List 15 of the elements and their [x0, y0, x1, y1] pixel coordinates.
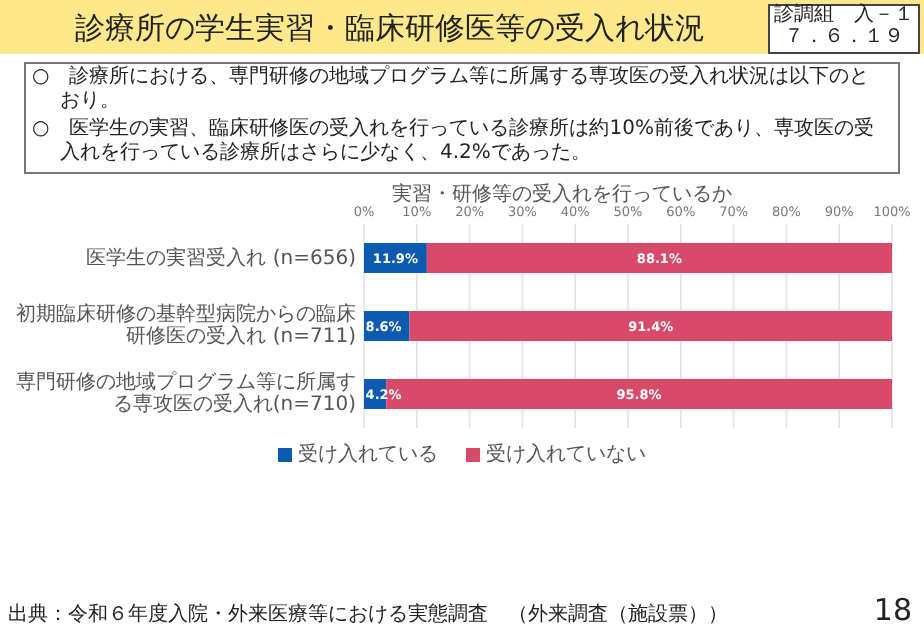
chart-title: 実習・研修等の受入れを行っているか: [392, 184, 732, 206]
text: ７．６．１９: [782, 26, 906, 48]
y-tick-label: 専門研修の地域プログラム等に所属する専攻医の受入れ(n=710): [14, 370, 356, 418]
y-tick-label: 医学生の実習受入れ (n=656): [84, 245, 356, 273]
source-note: 出典：令和６年度入院・外来医療等における実態調査 （外来調査（施設票））: [8, 601, 730, 628]
bar: [426, 243, 892, 273]
text: ○ 診療所における、専門研修の地域プログラム等に所属する専攻医の受入れ状況は以下のとおり。: [32, 66, 872, 114]
bar: [409, 311, 892, 341]
legend-label: 受け入れていない: [486, 441, 646, 468]
text: 診療所の学生実習・臨床研修医等の受入れ状況: [73, 10, 707, 48]
text: 診調組 入－１: [772, 4, 916, 26]
text: 18: [871, 592, 912, 628]
legend-label: 受け入れている: [298, 441, 438, 468]
text: ○ 医学生の実習、臨床研修医の受入れを行っている診療所は約10%前後であり、専攻医の受入れを行っている診療所はさらに少なく、4.2%であった。: [32, 118, 876, 166]
y-tick-label: 初期臨床研修の基幹型病院からの臨床研修医の受入れ (n=711): [14, 302, 356, 350]
